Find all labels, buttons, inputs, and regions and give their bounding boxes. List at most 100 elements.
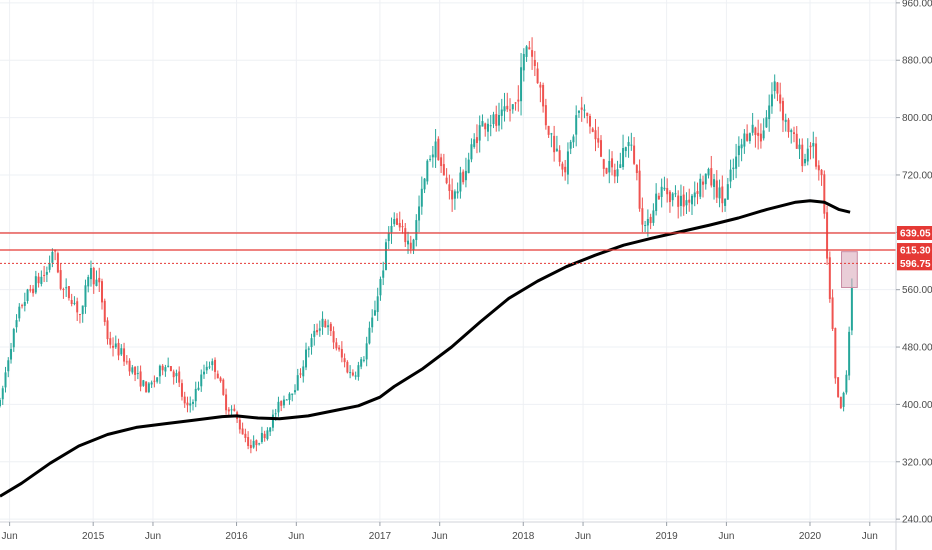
candle-body [150,382,153,385]
candle-body [134,366,137,375]
candle-body [801,144,804,167]
candle-body [520,67,523,102]
candle-body [547,125,550,135]
candle-body [809,145,812,148]
candle-body [635,165,638,174]
candle-body [456,191,459,194]
candle-body [655,193,658,212]
candle-body [368,327,371,344]
candle-body [831,297,834,329]
candle-body [318,328,321,331]
candle-body [84,285,87,307]
candle-body [335,342,338,349]
candle-body [575,115,578,135]
candle-body [219,377,222,382]
candle-body [820,169,823,176]
grid [0,0,896,522]
candle-body [280,400,283,406]
candle-body [186,402,189,406]
candle-body [255,440,258,446]
candle-body [503,106,506,112]
candle-body [564,166,567,173]
candle-body [735,156,738,169]
candle-body [826,212,829,259]
candle-body [539,84,542,88]
candle-body [776,82,779,94]
candle-body [550,133,553,135]
y-tick-label: 720.00 [902,170,932,181]
candle-body [158,365,161,377]
candle-body [407,240,410,245]
candle-body [528,47,531,50]
candle-body [690,195,693,205]
candle-body [746,133,749,141]
candle-body [781,101,784,121]
candle-body [354,375,357,377]
candle-body [630,144,633,146]
candle-body [627,142,630,147]
candle-body [313,330,316,337]
candle-body [10,348,13,360]
candle-body [588,116,591,127]
candle-body [611,158,614,168]
candle-body [437,138,440,161]
candle-body [842,392,845,407]
candle-body [674,193,677,195]
candle-body [120,348,123,355]
candle-body [657,195,660,200]
candle-body [263,433,266,439]
price-tag [897,243,932,258]
candle-body [440,157,443,167]
candle-body [823,174,826,214]
candle-body [249,445,252,449]
candle-body [451,190,454,200]
candle-body [489,125,492,127]
candle-body [15,320,18,328]
candle-body [338,347,341,350]
candle-body [153,380,156,382]
candle-body [828,257,831,300]
candle-body [305,349,308,368]
candle-body [481,121,484,127]
candle-body [531,50,534,57]
candle-body [164,367,167,372]
candle-body [208,366,211,368]
candle-body [641,208,644,225]
y-tick-label: 880.00 [902,56,932,67]
candle-body [131,367,134,373]
candle-body [161,365,164,371]
candle-body [473,139,476,147]
candle-body [117,342,120,356]
candle-body [98,277,101,283]
candle-body [707,168,710,176]
candle-body [54,250,57,252]
candle-body [751,124,754,133]
y-tick-label: 560.00 [902,285,932,296]
candle-body [241,428,244,435]
candle-body [462,171,465,183]
candle-body [464,170,467,181]
candle-body [362,359,365,361]
x-tick-label: 2017 [369,531,392,542]
candle-body [492,114,495,125]
candle-body [787,119,790,133]
candle-body [724,198,727,206]
candle-body [409,242,412,249]
candle-body [1,388,4,400]
candle-body [142,380,145,386]
candle-body [191,401,194,404]
candle-body [768,105,771,120]
candle-body [172,371,175,378]
candle-body [453,191,456,199]
candle-body [103,300,106,322]
candle-body [360,359,363,367]
x-tick-label: Jun [2,531,18,542]
candle-body [156,377,159,382]
candle-body [459,172,462,192]
price-tag-label: 639.05 [900,228,931,239]
candle-body [271,414,274,428]
y-tick-label: 800.00 [902,113,932,124]
candle-body [850,287,853,331]
candle-body [282,399,285,406]
